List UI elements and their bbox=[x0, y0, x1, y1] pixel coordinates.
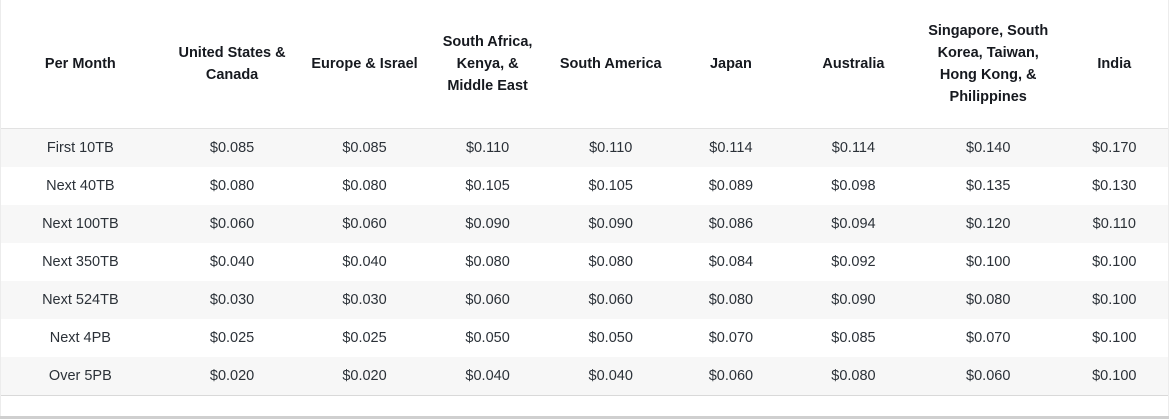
tier-label: Next 350TB bbox=[42, 254, 119, 270]
price-cell: $0.086 bbox=[708, 216, 754, 232]
price-cell: $0.090 bbox=[588, 216, 633, 232]
data-transfer-pricing-table: Per Month United States & Canada Europe … bbox=[1, 0, 1168, 396]
price-cell: $0.080 bbox=[465, 254, 510, 270]
price-cell: $0.100 bbox=[1092, 330, 1137, 346]
column-header-india: India bbox=[1060, 0, 1168, 129]
column-header-europe-israel: Europe & Israel bbox=[304, 0, 425, 129]
price-cell: $0.020 bbox=[159, 357, 305, 396]
table-row-next-100tb: Next 100TB $0.060 $0.060 $0.090 $0.090 $… bbox=[1, 205, 1168, 243]
price-cell: $0.080 bbox=[966, 292, 1011, 308]
table-row-first-10tb: First 10TB $0.085 $0.085 $0.110 $0.110 $… bbox=[1, 128, 1168, 167]
price-cell: $0.100 bbox=[1092, 292, 1137, 308]
price-cell: $0.085 bbox=[342, 140, 387, 156]
table-row-next-4pb: Next 4PB $0.025 $0.025 $0.050 $0.050 $0.… bbox=[1, 319, 1168, 357]
price-cell: $0.110 bbox=[465, 140, 510, 156]
price-cell: $0.060 bbox=[209, 216, 255, 232]
price-cell: $0.090 bbox=[465, 216, 510, 232]
price-cell: $0.094 bbox=[831, 216, 876, 232]
tier-label: Next 100TB bbox=[42, 216, 119, 232]
price-cell: $0.120 bbox=[966, 216, 1011, 232]
table-header: Per Month United States & Canada Europe … bbox=[1, 0, 1168, 129]
table-row-next-350tb: Next 350TB $0.040 $0.040 $0.080 $0.080 $… bbox=[1, 243, 1168, 281]
column-header-australia: Australia bbox=[791, 0, 916, 129]
column-header-apac: Singapore, South Korea, Taiwan, Hong Kon… bbox=[915, 0, 1061, 129]
price-cell: $0.060 bbox=[588, 292, 633, 308]
price-cell: $0.030 bbox=[209, 292, 255, 308]
column-header-africa-me: South Africa, Kenya, & Middle East bbox=[424, 0, 551, 129]
price-cell: $0.040 bbox=[342, 254, 387, 270]
tier-label: Next 524TB bbox=[42, 292, 119, 308]
price-cell: $0.098 bbox=[831, 178, 876, 194]
price-cell: $0.084 bbox=[708, 254, 754, 270]
price-cell: $0.080 bbox=[791, 357, 916, 396]
price-cell: $0.080 bbox=[708, 292, 754, 308]
price-cell: $0.130 bbox=[1092, 178, 1137, 194]
price-cell: $0.050 bbox=[465, 330, 510, 346]
price-cell: $0.089 bbox=[708, 178, 754, 194]
price-cell: $0.110 bbox=[1092, 216, 1136, 232]
price-cell: $0.040 bbox=[209, 254, 255, 270]
price-cell: $0.080 bbox=[209, 178, 255, 194]
price-cell: $0.114 bbox=[831, 140, 876, 156]
price-cell: $0.060 bbox=[342, 216, 387, 232]
price-cell: $0.080 bbox=[342, 178, 387, 194]
table-row-over-5pb: Over 5PB $0.020 $0.020 $0.040 $0.040 $0.… bbox=[1, 357, 1168, 396]
price-cell: $0.100 bbox=[966, 254, 1011, 270]
price-cell: $0.040 bbox=[550, 357, 671, 396]
price-cell: $0.020 bbox=[304, 357, 425, 396]
price-cell: $0.080 bbox=[588, 254, 633, 270]
tier-label: Next 40TB bbox=[46, 178, 115, 194]
price-cell: $0.105 bbox=[465, 178, 510, 194]
column-header-japan: Japan bbox=[670, 0, 791, 129]
tier-label: First 10TB bbox=[46, 140, 114, 156]
table-row-next-524tb: Next 524TB $0.030 $0.030 $0.060 $0.060 $… bbox=[1, 281, 1168, 319]
price-cell: $0.090 bbox=[831, 292, 876, 308]
price-cell: $0.025 bbox=[342, 330, 387, 346]
price-cell: $0.050 bbox=[588, 330, 633, 346]
column-header-us-canada: United States & Canada bbox=[159, 0, 305, 129]
price-cell: $0.140 bbox=[966, 140, 1011, 156]
price-cell: $0.105 bbox=[588, 178, 633, 194]
tier-label: Over 5PB bbox=[1, 357, 160, 396]
table-body: First 10TB $0.085 $0.085 $0.110 $0.110 $… bbox=[1, 128, 1168, 396]
column-header-per-month: Per Month bbox=[1, 0, 160, 129]
tier-label: Next 4PB bbox=[49, 330, 111, 346]
price-cell: $0.040 bbox=[424, 357, 551, 396]
price-cell: $0.070 bbox=[966, 330, 1011, 346]
price-cell: $0.060 bbox=[670, 357, 791, 396]
price-cell: $0.025 bbox=[209, 330, 255, 346]
price-cell: $0.092 bbox=[831, 254, 876, 270]
column-header-south-america: South America bbox=[550, 0, 671, 129]
price-cell: $0.085 bbox=[209, 140, 255, 156]
price-cell: $0.170 bbox=[1092, 140, 1137, 156]
price-cell: $0.060 bbox=[915, 357, 1061, 396]
price-cell: $0.030 bbox=[342, 292, 387, 308]
price-cell: $0.114 bbox=[709, 140, 753, 156]
table-row-next-40tb: Next 40TB $0.080 $0.080 $0.105 $0.105 $0… bbox=[1, 167, 1168, 205]
price-cell: $0.110 bbox=[589, 140, 633, 156]
price-cell: $0.100 bbox=[1092, 254, 1137, 270]
header-row: Per Month United States & Canada Europe … bbox=[1, 0, 1168, 129]
price-cell: $0.085 bbox=[831, 330, 876, 346]
price-cell: $0.135 bbox=[966, 178, 1011, 194]
price-cell: $0.100 bbox=[1060, 357, 1168, 396]
price-cell: $0.060 bbox=[465, 292, 510, 308]
price-cell: $0.070 bbox=[708, 330, 754, 346]
bottom-divider bbox=[0, 416, 1169, 419]
